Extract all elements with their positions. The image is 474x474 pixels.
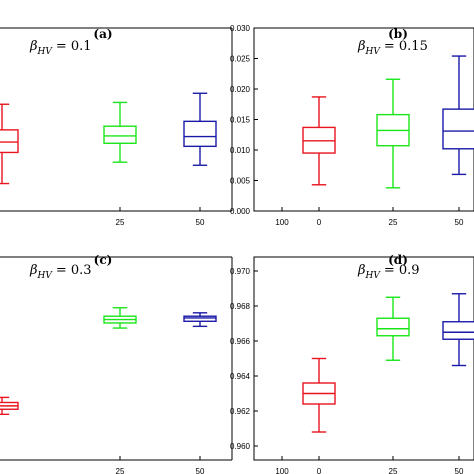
panel-label: (c) — [94, 253, 113, 267]
box-25 — [376, 78, 410, 189]
y-tick-label: 0.000 — [230, 207, 251, 216]
x-tick-label: 50 — [455, 218, 464, 227]
x-tick-label: 50 — [196, 467, 205, 474]
x-tick-label: 25 — [116, 218, 125, 227]
beta-value: = 0.1 — [56, 39, 92, 54]
box-0 — [0, 103, 19, 185]
iqr-box — [266, 318, 298, 323]
beta-subscript: HV — [37, 47, 54, 57]
panel-label: (d) — [388, 253, 408, 267]
x-tick-label: 0 — [317, 467, 322, 474]
iqr-box — [376, 317, 410, 337]
y-tick-label: 0.962 — [230, 407, 251, 416]
beta-symbol: β — [357, 263, 366, 278]
x-tick-label: 50 — [196, 218, 205, 227]
y-tick-label: 0.010 — [230, 146, 251, 155]
box-25 — [103, 307, 137, 329]
panel-label: (a) — [93, 27, 112, 41]
x-tick-label: 100 — [275, 218, 289, 227]
iqr-box — [442, 321, 474, 340]
panel-d: 0.9600.9620.9640.9660.9680.97002550Mobil… — [230, 253, 474, 474]
x-tick-label: 25 — [389, 467, 398, 474]
box-0 — [302, 96, 336, 186]
y-tick-label: 0.015 — [230, 116, 251, 125]
box-100 — [266, 91, 298, 175]
iqr-box — [266, 121, 298, 147]
beta-annotation: βHV = 0.9 — [357, 263, 420, 281]
box-25 — [103, 101, 137, 163]
x-tick-label: 25 — [116, 467, 125, 474]
beta-subscript: HV — [37, 271, 54, 281]
y-tick-label: 0.025 — [230, 55, 251, 64]
boxes — [302, 55, 474, 189]
y-tick-label: 0.020 — [230, 85, 251, 94]
box-100 — [266, 313, 298, 330]
y-tick-label: 0.970 — [230, 267, 251, 276]
beta-symbol: β — [29, 39, 38, 54]
beta-subscript: HV — [365, 47, 382, 57]
plot-frame — [253, 27, 474, 212]
box-25 — [376, 296, 410, 361]
panel-c: 2550100Mobility Parameter(c)βHV= 0.3 — [0, 253, 298, 474]
x-tick-label: 100 — [275, 467, 289, 474]
box-0 — [302, 357, 336, 433]
box-50 — [442, 55, 474, 176]
boxes — [302, 293, 474, 433]
beta-value: = 0.15 — [384, 39, 428, 54]
box-50 — [183, 312, 217, 328]
box-50 — [442, 293, 474, 367]
plot-frame — [253, 256, 474, 461]
beta-subscript: HV — [365, 271, 382, 281]
iqr-box — [183, 315, 217, 322]
beta-symbol: β — [357, 39, 366, 54]
iqr-box — [442, 108, 474, 150]
beta-annotation: βHV = 0.1 — [29, 39, 92, 57]
x-tick-label: 0 — [317, 218, 322, 227]
beta-symbol: β — [29, 263, 38, 278]
beta-annotation: βHV = 0.3 — [29, 263, 92, 281]
x-tick-label: 25 — [389, 218, 398, 227]
boxes — [0, 307, 298, 416]
y-tick-label: 0.005 — [230, 177, 251, 186]
iqr-box — [183, 120, 217, 148]
iqr-box — [103, 125, 137, 144]
panel-label: (b) — [388, 27, 408, 41]
panel-a: 25 50 100(a)βHV = 0.1 — [0, 27, 298, 227]
y-tick-label: 0.030 — [230, 24, 251, 33]
y-tick-label: 0.964 — [230, 372, 251, 381]
boxes — [0, 91, 298, 185]
panel-b: 0.000 0.005 0.010 0.015 0.020 0.025 0.030 0 25 50… — [230, 24, 474, 227]
beta-annotation: βHV = 0.15 — [357, 39, 428, 57]
x-tick-label: 50 — [455, 467, 464, 474]
y-tick-label: 0.960 — [230, 442, 251, 451]
box-0 — [0, 396, 19, 416]
iqr-box — [0, 129, 19, 154]
beta-value: = 0.9 — [384, 263, 420, 278]
y-tick-label: 0.966 — [230, 337, 251, 346]
beta-value: = 0.3 — [56, 263, 92, 278]
box-50 — [183, 92, 217, 166]
y-tick-label: 0.968 — [230, 302, 251, 311]
